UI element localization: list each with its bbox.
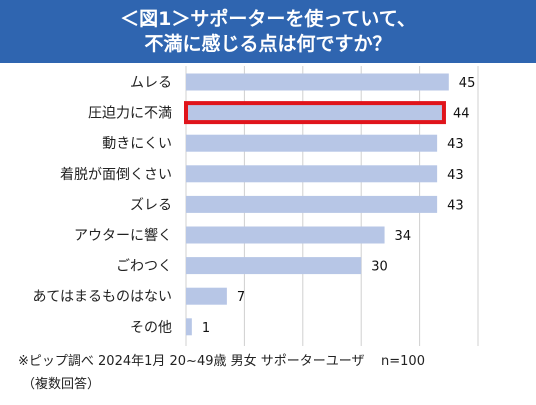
chart-title-line-1: ＜図1＞サポーターを使っていて、 (120, 7, 416, 30)
category-label: ムレる (130, 75, 172, 91)
data-label: 34 (395, 229, 412, 244)
category-label: その他 (130, 320, 172, 336)
bar (186, 257, 362, 275)
category-label: 圧迫力に不満 (88, 106, 172, 122)
bar (186, 226, 385, 244)
bar (186, 195, 438, 213)
data-label: 7 (237, 290, 245, 305)
bar-highlight-outline (184, 101, 446, 125)
bar (186, 134, 438, 152)
data-label: 30 (371, 260, 388, 275)
bar (186, 287, 227, 305)
source-note-line-1: ※ピップ調べ 2024年1月 20~49歳 男女 サポーターユーザ n=100 (18, 354, 425, 369)
data-label: 43 (447, 137, 464, 152)
chart-title-line-2: 不満に感じる点は何ですか？ (144, 32, 392, 55)
category-label: あてはまるものはない (33, 289, 172, 305)
category-label: ごわつく (116, 259, 172, 275)
category-label: 着脱が面倒くさい (60, 167, 172, 183)
bar (186, 165, 438, 183)
source-note: ※ピップ調べ 2024年1月 20~49歳 男女 サポーターユーザ n=100 (18, 353, 528, 371)
category-label: ズレる (130, 197, 172, 213)
chart-title-banner: ＜図1＞サポーターを使っていて、 不満に感じる点は何ですか？ (0, 0, 536, 63)
data-label: 43 (447, 198, 464, 213)
bar (186, 104, 443, 122)
bar (186, 318, 192, 336)
data-label: 44 (453, 107, 470, 122)
bar (186, 73, 449, 91)
category-label: アウターに響く (74, 227, 172, 244)
data-label: 43 (447, 168, 464, 183)
source-note-line-2: （複数回答） (22, 377, 101, 392)
data-label: 1 (202, 321, 210, 336)
category-label: 動きにくい (102, 136, 172, 152)
data-label: 45 (459, 76, 476, 91)
